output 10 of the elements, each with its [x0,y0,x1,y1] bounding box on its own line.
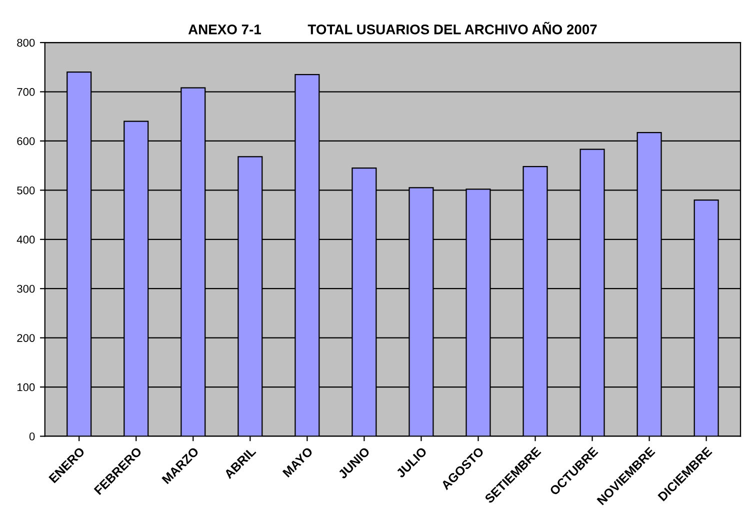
y-tick-label: 300 [17,284,35,293]
y-tick-label: 700 [17,88,35,96]
y-tick-label: 0 [29,432,35,440]
y-tick-label: 200 [17,334,35,342]
y-tick-label: 600 [17,137,35,146]
y-tick-label: 800 [17,38,35,47]
chart-title: ANEXO 7-1 TOTAL USUARIOS DEL ARCHIVO AÑO 2007 [188,22,597,34]
y-tick-label: 100 [17,383,35,392]
y-tick-label: 500 [17,186,35,194]
y-tick-label: 400 [16,236,35,244]
